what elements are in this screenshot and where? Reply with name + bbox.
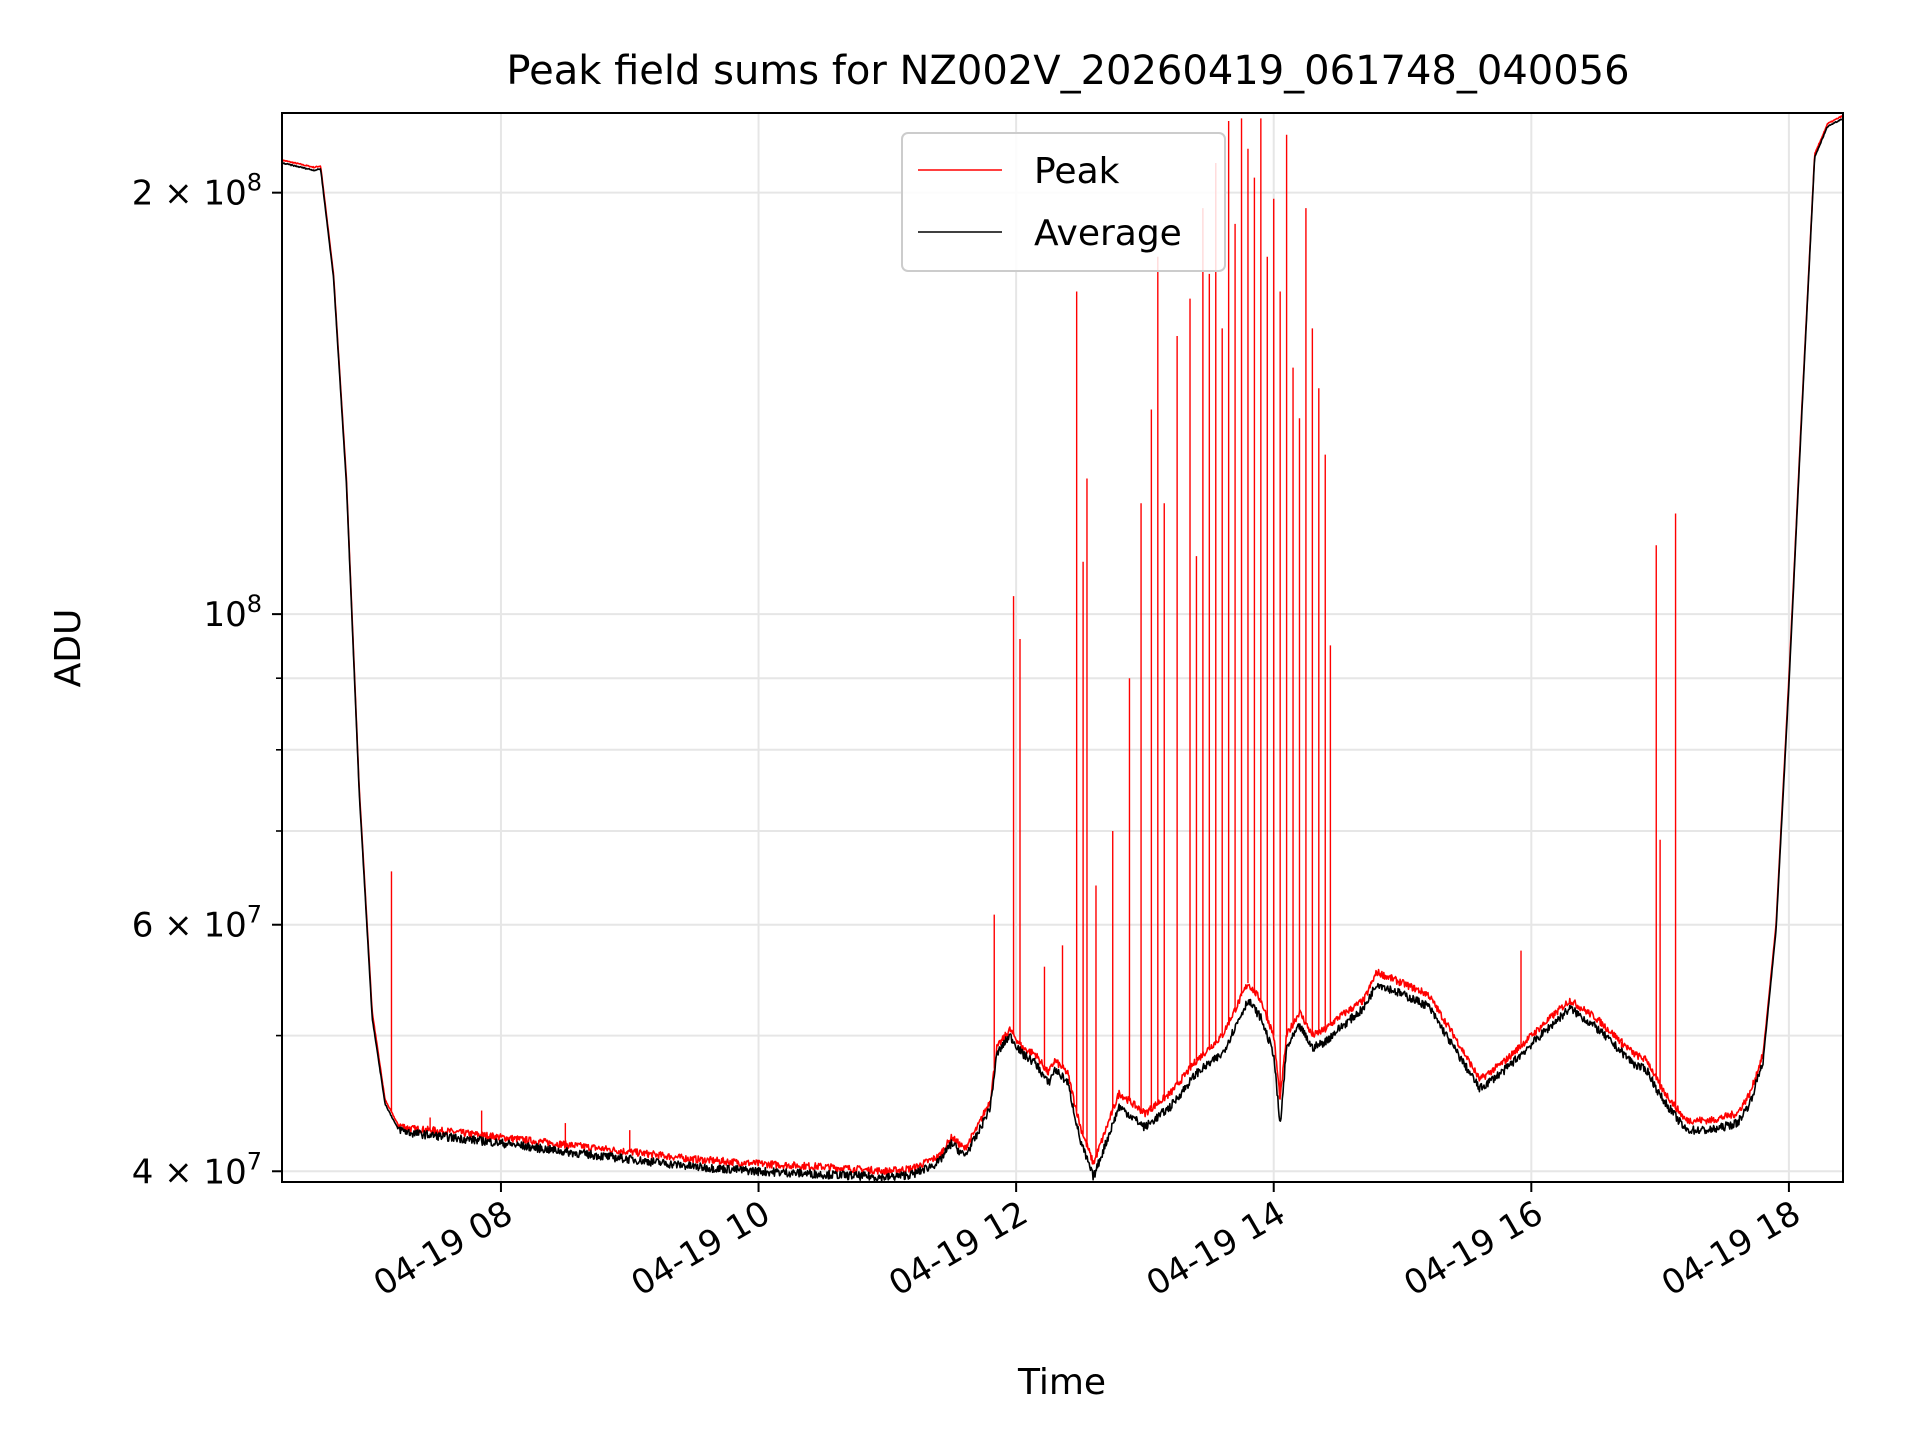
y-tick-label: 4 × 107 — [132, 1147, 262, 1192]
series-line-average — [281, 117, 1844, 1183]
y-tick-label: 6 × 107 — [132, 901, 262, 946]
legend: Peak Average — [901, 132, 1226, 272]
legend-average-label: Average — [1034, 213, 1182, 254]
plot-frame — [281, 112, 1844, 1183]
y-axis-ticks: 4 × 107 6 × 107 108 2 × 108 — [132, 169, 282, 1192]
plot-series — [281, 114, 1844, 1183]
x-axis-label: Time — [1017, 1362, 1106, 1403]
legend-box — [901, 132, 1226, 272]
legend-peak-label: Peak — [1034, 151, 1120, 192]
y-axis-label: ADU — [48, 609, 89, 688]
y-tick-label: 108 — [203, 590, 262, 635]
chart-title: Peak field sums for NZ002V_20260419_0617… — [506, 48, 1629, 94]
y-tick-label: 2 × 108 — [132, 169, 262, 214]
